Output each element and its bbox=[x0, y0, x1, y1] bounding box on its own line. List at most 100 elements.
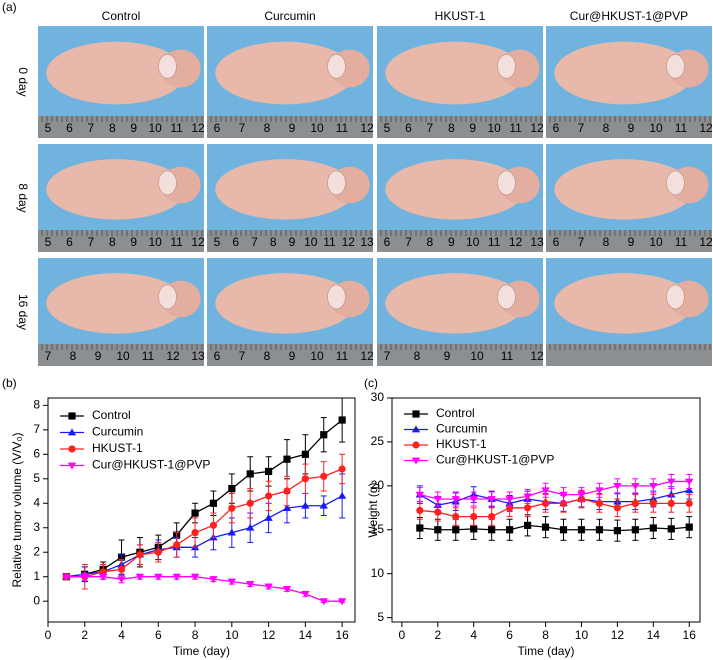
mouse-photo: 7 8 9 10 11 12 bbox=[377, 258, 544, 366]
ruler-number: 10 bbox=[470, 349, 484, 363]
marker bbox=[117, 576, 126, 584]
ruler bbox=[377, 344, 543, 366]
ruler-number: 8 bbox=[448, 121, 455, 135]
x-tick-label: 0 bbox=[399, 628, 406, 642]
x-tick-label: 4 bbox=[118, 628, 125, 642]
marker bbox=[434, 508, 442, 516]
marker bbox=[172, 573, 181, 581]
y-tick-label: 3 bbox=[33, 520, 40, 534]
ruler-number: 11 bbox=[501, 349, 514, 363]
y-tick-label: 15 bbox=[371, 522, 385, 536]
marker bbox=[173, 541, 181, 549]
marker bbox=[227, 528, 237, 536]
y-tick-label: 2 bbox=[33, 544, 40, 558]
series-line bbox=[419, 498, 690, 518]
marker bbox=[559, 526, 568, 534]
x-tick-label: 10 bbox=[575, 628, 589, 642]
ruler-number: 11 bbox=[675, 121, 688, 135]
marker bbox=[631, 526, 639, 534]
ruler-number: 12 bbox=[191, 235, 205, 249]
ruler-number: 10 bbox=[649, 235, 663, 249]
x-tick-label: 14 bbox=[299, 628, 313, 642]
marker bbox=[283, 455, 291, 463]
x-tick-label: 0 bbox=[45, 628, 52, 642]
marker bbox=[506, 526, 514, 534]
series-line bbox=[419, 489, 690, 506]
ruler-number: 9 bbox=[469, 121, 476, 135]
ruler-number: 6 bbox=[66, 235, 73, 249]
ruler-number: 10 bbox=[466, 235, 480, 249]
ruler-number: 6 bbox=[384, 235, 391, 249]
ruler-number: 9 bbox=[289, 349, 296, 363]
ruler-number: 8 bbox=[264, 121, 271, 135]
ruler bbox=[207, 344, 373, 366]
marker bbox=[451, 496, 460, 503]
ruler-number: 11 bbox=[323, 235, 336, 249]
ruler bbox=[546, 230, 712, 252]
marker bbox=[264, 583, 273, 591]
marker bbox=[117, 565, 126, 573]
marker bbox=[264, 513, 273, 521]
y-tick-label: 20 bbox=[371, 478, 385, 492]
ruler-number: 11 bbox=[142, 349, 155, 363]
marker bbox=[98, 573, 108, 581]
y-tick-label: 25 bbox=[371, 434, 385, 448]
ruler-number: 13 bbox=[191, 349, 205, 363]
ruler bbox=[546, 116, 712, 138]
ruler-number: 7 bbox=[578, 235, 585, 249]
mouse-body bbox=[385, 273, 525, 334]
ruler-number: 6 bbox=[232, 235, 239, 249]
y-axis-label: Weight (g) bbox=[366, 482, 380, 537]
marker bbox=[613, 504, 621, 512]
legend-label: HKUST-1 bbox=[436, 437, 487, 451]
ruler-number: 6 bbox=[214, 349, 221, 363]
marker bbox=[190, 573, 200, 581]
x-tick-label: 12 bbox=[611, 628, 625, 642]
legend-marker bbox=[412, 410, 420, 418]
mouse-body bbox=[554, 41, 694, 105]
ruler-number: 9 bbox=[289, 121, 296, 135]
marker bbox=[191, 509, 199, 517]
mouse-photo: 5 6 7 8 9 10 11 12 bbox=[38, 144, 205, 252]
mouse-ear bbox=[497, 53, 516, 79]
marker bbox=[136, 551, 144, 559]
marker bbox=[80, 573, 89, 581]
x-tick-label: 8 bbox=[542, 628, 549, 642]
mouse-ear bbox=[158, 284, 177, 310]
marker bbox=[523, 521, 532, 529]
ruler-number: 7 bbox=[578, 121, 585, 135]
y-tick-label: 8 bbox=[33, 398, 40, 412]
marker bbox=[416, 524, 424, 532]
marker bbox=[338, 416, 346, 424]
ruler-number: 12 bbox=[530, 121, 544, 135]
mouse-body bbox=[215, 41, 355, 105]
marker bbox=[667, 499, 675, 508]
mouse-ear bbox=[666, 170, 685, 196]
ruler-number: 5 bbox=[214, 235, 221, 249]
mouse-photo bbox=[546, 258, 712, 366]
legend-marker bbox=[68, 412, 76, 420]
ruler-number: 8 bbox=[109, 235, 116, 249]
ruler-number: 11 bbox=[488, 235, 501, 249]
legend-marker bbox=[412, 441, 420, 449]
marker bbox=[320, 431, 328, 439]
ruler-number: 7 bbox=[239, 121, 246, 135]
ruler-number: 11 bbox=[170, 121, 183, 135]
ruler-number: 12 bbox=[699, 235, 713, 249]
mouse-photo: 6 7 8 9 10 11 12 13 bbox=[377, 144, 544, 252]
ruler bbox=[377, 230, 543, 252]
mouse-photo: 6 7 8 9 10 11 12 bbox=[207, 258, 374, 366]
marker bbox=[337, 491, 347, 499]
series-line bbox=[66, 576, 343, 602]
series-line bbox=[419, 480, 690, 500]
marker bbox=[470, 525, 478, 533]
legend-marker bbox=[68, 445, 76, 453]
marker bbox=[631, 499, 639, 508]
legend-marker bbox=[411, 457, 421, 465]
x-tick-label: 2 bbox=[434, 628, 441, 642]
ruler-number: 9 bbox=[448, 235, 455, 249]
legend-label: Cur@HKUST-1@PVP bbox=[92, 458, 210, 472]
row-label: 0 day bbox=[16, 67, 30, 96]
ruler-number: 9 bbox=[95, 349, 102, 363]
marker bbox=[631, 482, 640, 490]
